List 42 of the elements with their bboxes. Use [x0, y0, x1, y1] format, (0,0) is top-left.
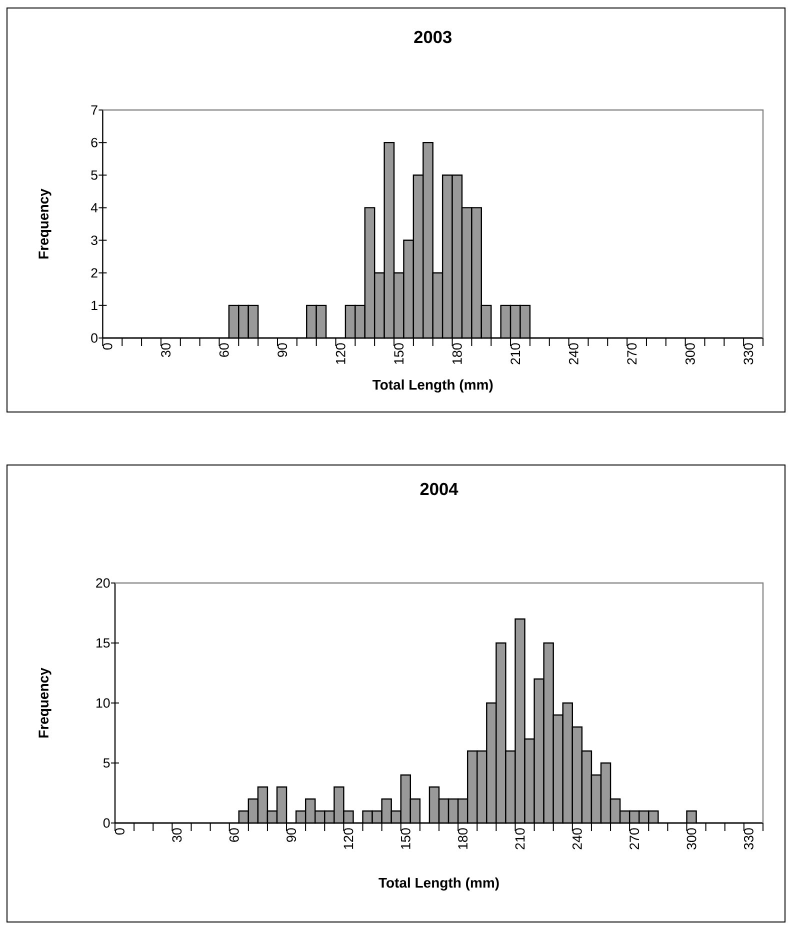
x-tick-label: 150 [394, 343, 404, 364]
x-tick-label: 330 [744, 828, 754, 850]
y-tick-label: 15 [96, 638, 110, 648]
x-tick-label: 60 [219, 343, 229, 357]
x-tick-label: 90 [286, 828, 296, 842]
y-tick-label: 0 [91, 333, 98, 343]
y-tick-label: 6 [91, 138, 98, 148]
x-tick-label: 180 [458, 828, 468, 849]
x-tick-label: 300 [685, 343, 695, 364]
y-axis-title: Frequency [38, 188, 52, 258]
chart-title: 2004 [420, 482, 458, 496]
y-tick-label: 5 [91, 170, 98, 180]
x-tick-label: 210 [515, 828, 525, 850]
x-axis-title: Total Length (mm) [378, 877, 499, 891]
x-tick-label: 240 [568, 343, 578, 364]
x-tick-label: 150 [400, 828, 410, 849]
x-axis-title: Total Length (mm) [372, 379, 493, 393]
x-tick-label: 90 [278, 343, 288, 357]
y-tick-label: 0 [103, 818, 110, 828]
x-tick-label: 300 [686, 828, 696, 850]
x-tick-label: 30 [161, 343, 171, 358]
x-tick-label: 240 [572, 828, 582, 850]
y-tick-label: 4 [90, 203, 98, 212]
x-tick-label: 330 [744, 343, 754, 364]
x-tick-label: 270 [630, 828, 640, 850]
y-tick-label: 2 [91, 268, 98, 278]
chart-title: 2003 [414, 30, 452, 44]
x-tick-label: 120 [336, 343, 346, 364]
x-tick-label: 0 [115, 828, 124, 835]
x-tick-label: 120 [344, 828, 354, 849]
x-tick-label: 210 [510, 343, 520, 364]
x-tick-label: 30 [172, 828, 182, 842]
x-tick-label: 270 [627, 343, 637, 364]
x-tick-label: 180 [452, 343, 462, 364]
y-axis-title: Frequency [38, 668, 52, 738]
y-tick-label: 7 [91, 105, 98, 115]
y-tick-label: 10 [96, 698, 110, 708]
y-tick-label: 20 [96, 578, 110, 588]
y-tick-label: 5 [103, 758, 110, 768]
x-tick-label: 60 [229, 828, 239, 842]
y-tick-label: 1 [92, 300, 98, 310]
y-tick-label: 3 [91, 236, 98, 245]
